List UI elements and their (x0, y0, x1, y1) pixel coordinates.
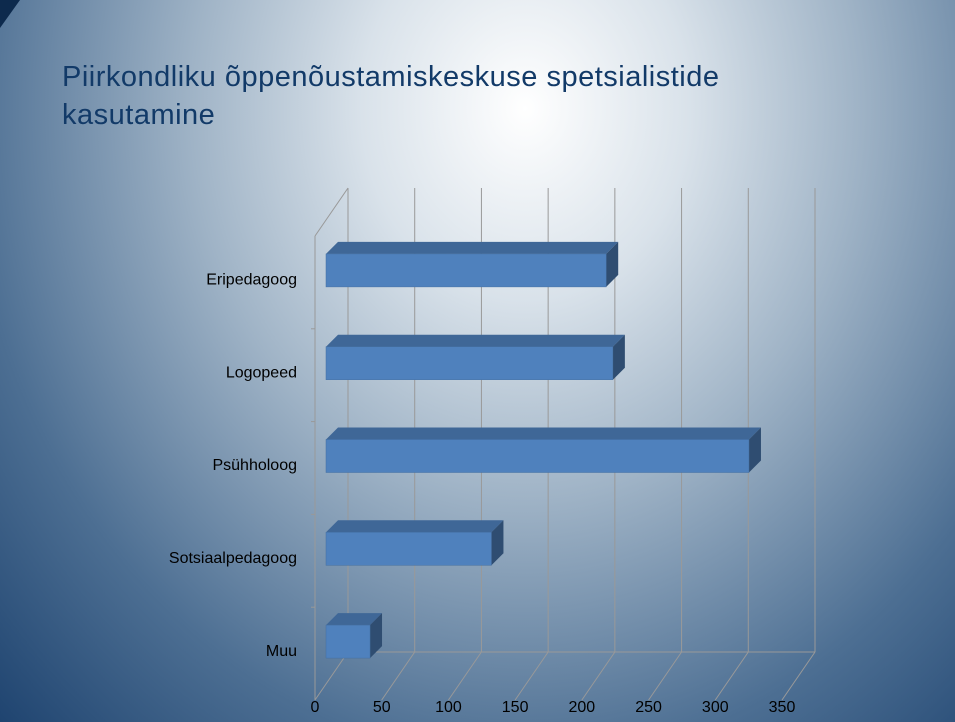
bar (325, 346, 614, 380)
bar (325, 439, 750, 473)
bar (325, 532, 492, 566)
x-tick-label: 150 (502, 699, 529, 716)
bar-side (748, 427, 761, 473)
bar-top (326, 241, 619, 254)
floor-grid-line (648, 651, 682, 701)
bar-top (326, 427, 761, 440)
y-tick-label: Logopeed (226, 364, 297, 381)
floor-grid-line (714, 651, 749, 701)
floor-grid-line (314, 651, 349, 701)
x-tick-label: 350 (769, 699, 796, 716)
x-tick-label: 0 (311, 699, 320, 716)
floor-grid-line (781, 651, 816, 701)
bar-top (326, 613, 383, 626)
bar (325, 624, 371, 659)
bar-side (606, 241, 619, 287)
axis-wall (314, 187, 349, 237)
y-tick-label: Eripedagoog (206, 272, 297, 289)
floor-grid-line (514, 651, 549, 701)
corner-decoration (0, 0, 20, 28)
y-tick-label: Muu (266, 643, 297, 660)
y-tick-label: Sotsiaalpedagoog (169, 550, 297, 567)
bar-side (612, 334, 625, 380)
x-tick-label: 50 (373, 699, 391, 716)
y-tick-label: Psühholoog (212, 457, 297, 474)
chart-title: Piirkondliku õppenõustamiskeskuse spetsi… (62, 61, 720, 131)
x-tick-label: 100 (435, 699, 462, 716)
floor-grid-line (381, 651, 416, 701)
floor-grid-line (448, 651, 482, 701)
x-tick-label: 300 (702, 699, 729, 716)
bar-top (326, 520, 504, 533)
floor-grid-line (581, 651, 616, 701)
x-tick-label: 250 (635, 699, 662, 716)
x-tick-label: 200 (569, 699, 596, 716)
bar-side (491, 520, 504, 566)
bar (325, 253, 607, 288)
bar-side (370, 613, 383, 659)
plot: 0 50 100 150 200 250 300 350 Eripedagoog Logopeed… (169, 187, 816, 716)
bar-top (326, 334, 625, 347)
